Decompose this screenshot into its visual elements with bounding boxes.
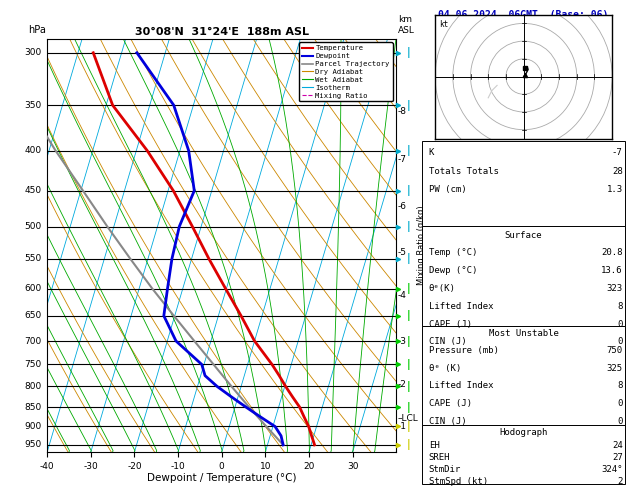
- Text: 27: 27: [612, 453, 623, 462]
- Text: 1.3: 1.3: [606, 185, 623, 194]
- Text: |: |: [407, 185, 410, 196]
- Legend: Temperature, Dewpoint, Parcel Trajectory, Dry Adiabat, Wet Adiabat, Isotherm, Mi: Temperature, Dewpoint, Parcel Trajectory…: [299, 42, 392, 102]
- Text: 0: 0: [617, 417, 623, 426]
- Text: K: K: [429, 148, 434, 157]
- Text: 13.6: 13.6: [601, 266, 623, 275]
- Text: CAPE (J): CAPE (J): [429, 399, 472, 408]
- Text: 300: 300: [25, 48, 42, 57]
- Text: 0: 0: [617, 320, 623, 329]
- Text: Mixing Ratio (g/kg): Mixing Ratio (g/kg): [417, 206, 426, 285]
- Text: |: |: [407, 221, 410, 232]
- Text: |: |: [407, 100, 410, 111]
- Text: θᵉ (K): θᵉ (K): [429, 364, 461, 373]
- Text: 450: 450: [25, 186, 42, 195]
- Text: 325: 325: [606, 364, 623, 373]
- Text: 750: 750: [25, 360, 42, 369]
- Text: Temp (°C): Temp (°C): [429, 248, 477, 257]
- Text: -3: -3: [398, 336, 407, 346]
- Text: -2: -2: [398, 380, 407, 389]
- Bar: [423, 226, 625, 326]
- Text: 0: 0: [617, 337, 623, 346]
- Text: 650: 650: [25, 312, 42, 320]
- Text: 8: 8: [617, 382, 623, 390]
- Bar: [423, 141, 625, 226]
- Text: 950: 950: [25, 440, 42, 450]
- Text: EH: EH: [429, 441, 440, 450]
- Text: Most Unstable: Most Unstable: [489, 329, 559, 338]
- Text: 324°: 324°: [601, 466, 623, 474]
- Text: |: |: [407, 335, 410, 347]
- Text: 400: 400: [25, 146, 42, 155]
- Text: |: |: [407, 145, 410, 156]
- Text: 8: 8: [617, 302, 623, 311]
- Text: 2: 2: [617, 477, 623, 486]
- Text: 323: 323: [606, 284, 623, 293]
- Text: |: |: [407, 47, 410, 58]
- Text: StmSpd (kt): StmSpd (kt): [429, 477, 488, 486]
- Text: CAPE (J): CAPE (J): [429, 320, 472, 329]
- Bar: [423, 326, 625, 425]
- Text: -5: -5: [398, 248, 407, 257]
- Text: |: |: [407, 310, 410, 321]
- Text: -1: -1: [398, 422, 407, 431]
- Text: |: |: [407, 439, 410, 451]
- Text: 24: 24: [612, 441, 623, 450]
- Text: 20.8: 20.8: [601, 248, 623, 257]
- Text: Dewp (°C): Dewp (°C): [429, 266, 477, 275]
- Text: 550: 550: [25, 255, 42, 263]
- Text: -8: -8: [398, 107, 407, 117]
- Text: CIN (J): CIN (J): [429, 337, 467, 346]
- Text: Lifted Index: Lifted Index: [429, 302, 493, 311]
- Text: –LCL: –LCL: [398, 414, 419, 423]
- Text: km
ASL: km ASL: [398, 16, 415, 35]
- Text: Totals Totals: Totals Totals: [429, 167, 499, 175]
- Text: |: |: [407, 254, 410, 264]
- Text: 04.06.2024  06GMT  (Base: 06): 04.06.2024 06GMT (Base: 06): [438, 10, 609, 20]
- Text: |: |: [407, 421, 410, 432]
- Bar: [423, 425, 625, 484]
- Text: 900: 900: [25, 422, 42, 431]
- Text: Lifted Index: Lifted Index: [429, 382, 493, 390]
- Text: CIN (J): CIN (J): [429, 417, 467, 426]
- Text: 28: 28: [612, 167, 623, 175]
- Text: SREH: SREH: [429, 453, 450, 462]
- Text: Surface: Surface: [505, 231, 542, 240]
- Text: 500: 500: [25, 222, 42, 231]
- Text: StmDir: StmDir: [429, 466, 461, 474]
- Title: 30°08'N  31°24'E  188m ASL: 30°08'N 31°24'E 188m ASL: [135, 27, 309, 37]
- Text: |: |: [407, 381, 410, 392]
- Text: 750: 750: [606, 347, 623, 355]
- Text: |: |: [407, 359, 410, 370]
- Text: 700: 700: [25, 336, 42, 346]
- Text: hPa: hPa: [28, 25, 46, 35]
- Text: 0: 0: [617, 399, 623, 408]
- Text: |: |: [407, 401, 410, 413]
- Text: 800: 800: [25, 382, 42, 391]
- Text: -7: -7: [398, 156, 407, 164]
- Text: 850: 850: [25, 402, 42, 412]
- Text: -6: -6: [398, 203, 407, 211]
- Text: -7: -7: [612, 148, 623, 157]
- Text: 600: 600: [25, 284, 42, 293]
- Text: |: |: [407, 283, 410, 294]
- Text: -4: -4: [398, 291, 407, 300]
- Text: PW (cm): PW (cm): [429, 185, 467, 194]
- Text: Pressure (mb): Pressure (mb): [429, 347, 499, 355]
- Text: θᵉ(K): θᵉ(K): [429, 284, 455, 293]
- X-axis label: Dewpoint / Temperature (°C): Dewpoint / Temperature (°C): [147, 473, 296, 484]
- Text: Hodograph: Hodograph: [499, 428, 548, 437]
- Text: 350: 350: [25, 101, 42, 110]
